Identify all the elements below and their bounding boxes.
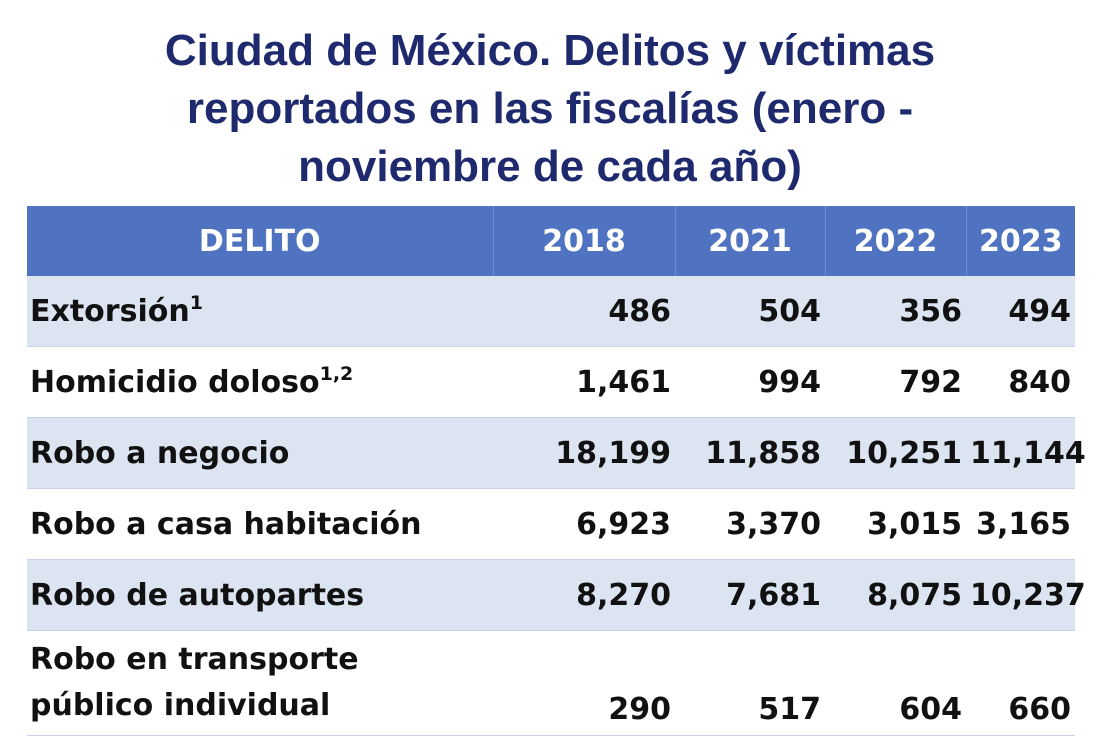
row-label: Robo a negocio [27,417,493,489]
cell-2023: 840 [966,346,1075,418]
cell-2018: 1,461 [493,346,675,418]
table-row: Homicidio doloso1,2 1,461 994 792 840 [27,346,1075,418]
cell-2021: 517 [675,630,825,736]
cell-2018: 8,270 [493,559,675,631]
title-line-1: Ciudad de México. Delitos y víctimas [164,26,936,75]
footnote-marker: 1,2 [319,362,354,385]
cell-2023: 494 [966,276,1075,347]
cell-2022: 356 [825,276,966,347]
cell-2021: 994 [675,346,825,418]
page-title: Ciudad de México. Delitos y víctimas rep… [0,22,1100,196]
cell-2023: 3,165 [966,488,1075,560]
table-row: Robo de autopartes 8,270 7,681 8,075 10,… [27,559,1086,631]
crime-table: DELITO 2018 2021 2022 2023 Extorsión1 48… [27,206,1086,736]
header-2021: 2021 [674,206,825,276]
cell-2022: 604 [825,630,966,736]
table-row: Robo a casa habitación 6,923 3,370 3,015… [27,488,1075,560]
cell-2021: 11,858 [675,417,825,489]
row-label: Robo de autopartes [27,559,493,631]
cell-2022: 8,075 [825,559,966,631]
header-delito: DELITO [27,206,493,276]
cell-2023: 11,144 [966,417,1086,489]
cell-2022: 792 [825,346,966,418]
title-line-3: noviembre de cada año) [298,142,802,191]
table-header-row: DELITO 2018 2021 2022 2023 [27,206,1075,276]
footnote-marker: 1 [189,291,203,314]
table-row: Robo en transporte público individual 29… [27,630,1075,736]
cell-2023: 660 [966,630,1075,736]
row-label: Robo en transporte público individual [27,630,493,736]
cell-2018: 486 [493,276,675,347]
cell-2023: 10,237 [966,559,1086,631]
cell-2021: 504 [675,276,825,347]
cell-2018: 18,199 [493,417,675,489]
cell-2018: 290 [493,630,675,736]
header-2018: 2018 [492,206,675,276]
cell-2018: 6,923 [493,488,675,560]
header-2022: 2022 [824,206,966,276]
row-label: Extorsión1 [27,276,493,347]
table-row: Extorsión1 486 504 356 494 [27,276,1075,347]
table-row: Robo a negocio 18,199 11,858 10,251 11,1… [27,417,1086,489]
header-2023: 2023 [965,206,1075,276]
row-label: Robo a casa habitación [27,488,493,560]
row-label: Homicidio doloso1,2 [27,346,493,418]
title-line-2: reportados en las fiscalías (enero - [186,84,914,133]
cell-2022: 10,251 [825,417,966,489]
cell-2021: 3,370 [675,488,825,560]
cell-2021: 7,681 [675,559,825,631]
cell-2022: 3,015 [825,488,966,560]
